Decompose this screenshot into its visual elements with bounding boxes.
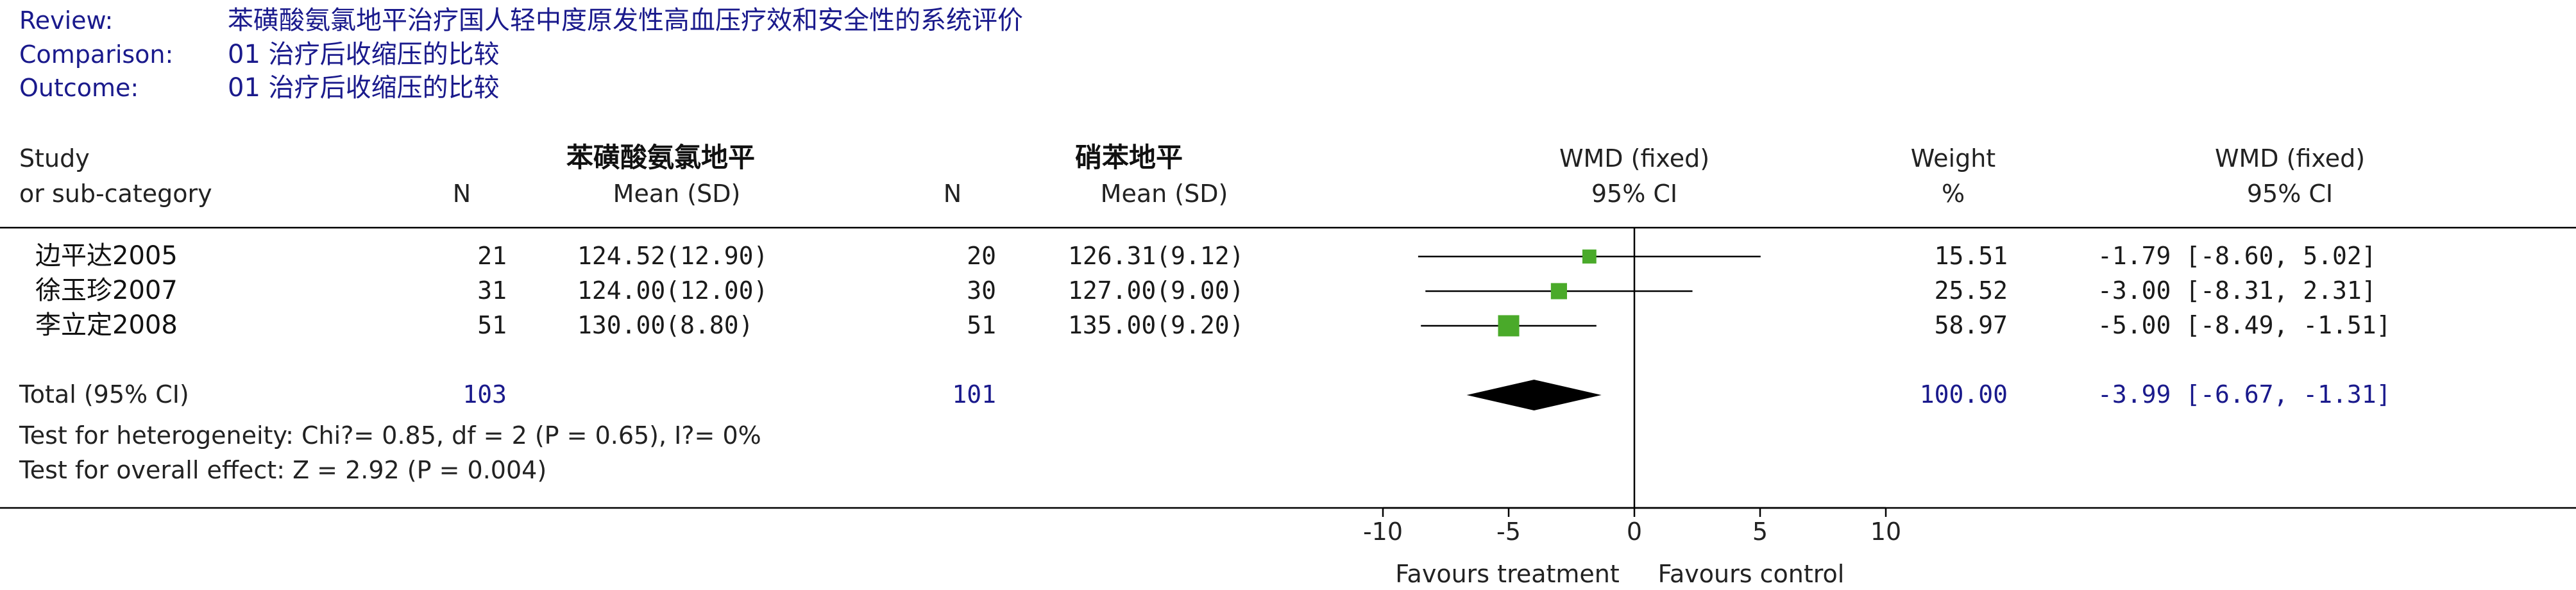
comparison-label: Comparison: (19, 40, 173, 69)
control-n: 20 (967, 242, 996, 270)
total-label: Total (95% CI) (19, 380, 189, 409)
total-wmd-ci: -3.99 [-6.67, -1.31] (2097, 380, 2391, 409)
study-wmd-ci: -3.00 [-8.31, 2.31] (2097, 276, 2377, 305)
study-weight: 58.97 (1935, 311, 2008, 339)
total-control-n: 101 (952, 380, 996, 409)
col-treatment-n: N (453, 180, 471, 208)
x-tick-label: -5 (1496, 518, 1521, 546)
col-wmd-plot: WMD (fixed) (1559, 144, 1709, 173)
total-treatment-n: 103 (462, 380, 507, 409)
control-n: 51 (967, 311, 996, 339)
control-mean-sd: 127.00(9.00) (1068, 276, 1244, 305)
study-name: 边平达2005 (35, 241, 178, 271)
treatment-n: 21 (477, 242, 507, 270)
x-tick-label: 5 (1752, 518, 1768, 546)
comparison-value: 01 治疗后收缩压的比较 (228, 40, 500, 69)
column-headers: Study or sub-category 苯磺酸氨氯地平 N Mean (SD… (19, 142, 2365, 208)
study-row: 李立定2008 51 130.00(8.80) 51 135.00(9.20) 58.97… (35, 310, 2391, 340)
col-wmd-plot-ci: 95% CI (1591, 180, 1677, 208)
study-row: 边平达2005 21 124.52(12.90) 20 126.31(9.12) 15.5… (35, 241, 2377, 271)
pooled-diamond (1466, 380, 1602, 410)
favours-control-label: Favours control (1658, 560, 1845, 588)
col-subcategory: or sub-category (19, 180, 212, 208)
col-treatment-group: 苯磺酸氨氯地平 (566, 142, 755, 173)
review-header: Review: 苯磺酸氨氯地平治疗国人轻中度原发性高血压疗效和安全性的系统评价 … (19, 6, 1023, 103)
total-weight: 100.00 (1920, 380, 2008, 409)
col-wmd-text: WMD (fixed) (2215, 144, 2365, 173)
col-treatment-meansd: Mean (SD) (613, 180, 741, 208)
col-control-n: N (944, 180, 962, 208)
col-study: Study (19, 144, 90, 173)
review-title: 苯磺酸氨氯地平治疗国人轻中度原发性高血压疗效和安全性的系统评价 (228, 6, 1023, 35)
treatment-mean-sd: 124.52(12.90) (577, 242, 768, 270)
heterogeneity-test: Test for heterogeneity: Chi?= 0.85, df =… (19, 421, 761, 450)
col-control-meansd: Mean (SD) (1101, 180, 1228, 208)
col-wmd-text-ci: 95% CI (2247, 180, 2333, 208)
review-label: Review: (19, 6, 113, 35)
overall-effect-test: Test for overall effect: Z = 2.92 (P = 0… (19, 456, 547, 484)
x-axis: -10 -5 0 5 10 (1363, 507, 1901, 546)
study-weight-box (1550, 283, 1567, 299)
study-row: 徐玉珍2007 31 124.00(12.00) 30 127.00(9.00) 25.5… (35, 276, 2377, 305)
outcome-label: Outcome: (19, 74, 139, 102)
study-weight: 25.52 (1935, 276, 2008, 305)
study-weight: 15.51 (1935, 242, 2008, 270)
x-tick-label: 0 (1627, 518, 1642, 546)
study-name: 徐玉珍2007 (35, 276, 178, 305)
col-control-group: 硝苯地平 (1075, 142, 1183, 173)
control-mean-sd: 135.00(9.20) (1068, 311, 1244, 339)
study-wmd-ci: -1.79 [-8.60, 5.02] (2097, 242, 2377, 270)
treatment-n: 51 (477, 311, 507, 339)
outcome-value: 01 治疗后收缩压的比较 (228, 73, 500, 103)
control-n: 30 (967, 276, 996, 305)
study-rows: 边平达2005 21 124.52(12.90) 20 126.31(9.12) 15.5… (19, 241, 2391, 409)
favours-treatment-label: Favours treatment (1395, 560, 1620, 588)
x-tick-label: -10 (1363, 518, 1403, 546)
study-wmd-ci: -5.00 [-8.49, -1.51] (2097, 311, 2391, 339)
plot-marks (1418, 228, 1761, 508)
treatment-n: 31 (477, 276, 507, 305)
study-weight-box (1498, 315, 1520, 337)
control-mean-sd: 126.31(9.12) (1068, 242, 1244, 270)
treatment-mean-sd: 130.00(8.80) (577, 311, 754, 339)
treatment-mean-sd: 124.00(12.00) (577, 276, 768, 305)
total-row: Total (95% CI) 103 101 100.00 -3.99 [-6.67, … (19, 380, 2391, 409)
study-weight-box (1582, 249, 1597, 264)
col-weight: Weight (1911, 144, 1996, 173)
x-tick-label: 10 (1870, 518, 1901, 546)
study-name: 李立定2008 (35, 310, 178, 340)
col-weight-unit: % (1942, 180, 1965, 208)
